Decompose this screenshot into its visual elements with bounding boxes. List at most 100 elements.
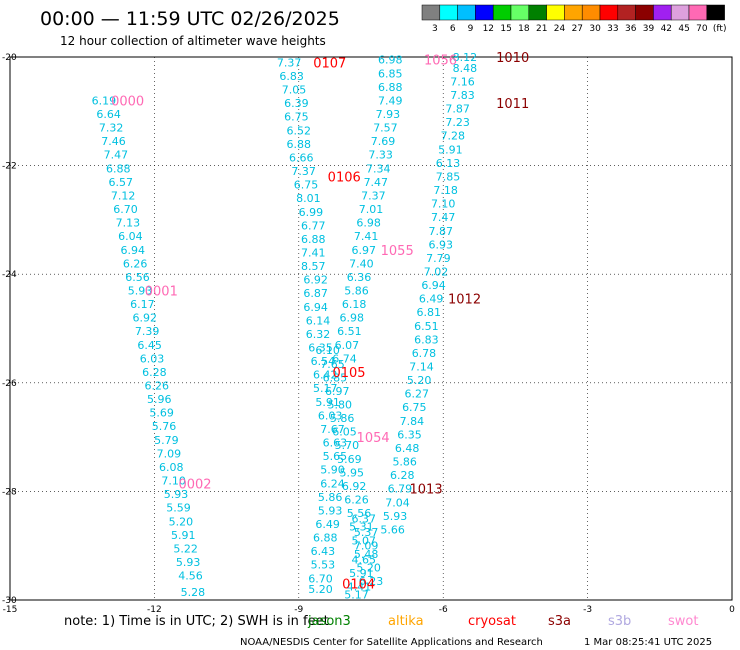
time-label: 1056 [424,54,457,69]
wave-height-tracks: 6.196.647.327.467.476.886.577.126.707.13… [92,51,477,602]
swh-value-label: 6.88 [313,532,338,545]
time-label: 0000 [111,94,144,109]
colorbar-swatch [492,4,512,21]
satellite-legend-swot: swot [668,614,698,629]
swh-value-label: 7.18 [433,184,458,197]
swh-value-label: 5.07 [352,534,377,547]
colorbar-legend: 3 6 9 12 15 18 21 24 27 30 33 36 39 42 45 70 (ft) [421,4,726,34]
swh-value-label: 6.99 [299,206,324,219]
swh-value-label: 7.04 [385,496,410,509]
colorbar-swatch [581,4,601,21]
swh-value-label: 7.37 [277,56,302,69]
swh-value-label: 7.83 [450,89,475,102]
satellite-legend-cryosat: cryosat [468,614,516,629]
swh-value-label: 6.24 [320,477,345,490]
swh-value-label: 7.39 [135,325,160,338]
time-label: 0104 [342,578,375,593]
satellite-legend: jason3 altika cryosat s3a s3b swot [307,614,698,629]
satellite-legend-altika: altika [388,614,424,629]
swh-value-label: 7.40 [349,257,374,270]
swh-value-label: 5.31 [349,521,374,534]
swh-value-label: 7.10 [431,198,456,211]
swh-value-label: 7.09 [157,447,182,460]
swh-value-label: 6.83 [279,70,304,83]
swh-value-label: 7.28 [441,130,466,143]
y-axis-ticks: -20 -22 -24 -26 -28 -30 [2,53,17,606]
swh-value-label: 7.37 [361,189,386,202]
swh-value-label: 6.79 [388,483,413,496]
colorbar-label: 15 [500,24,511,34]
colorbar-swatch [706,4,725,21]
swh-value-label: 5.93 [383,510,408,523]
swh-value-label: 6.45 [137,339,162,352]
timestamp-text: 1 Mar 08:25:41 UTC 2025 [584,637,712,648]
time-label: 1054 [357,431,390,446]
swh-value-label: 5.17 [313,382,338,395]
colorbar-label: 30 [589,24,601,34]
swh-value-label: 5.66 [380,523,405,536]
swh-value-label: 5.86 [318,491,343,504]
time-label: 0001 [145,284,178,299]
swh-value-label: 6.97 [352,244,377,257]
track-0107-0104: 7.376.837.056.396.756.526.886.667.376.75… [277,56,347,596]
swh-value-label: 6.92 [303,274,328,287]
chart-title: 00:00 — 11:59 UTC 02/26/2025 [40,8,340,30]
y-tick-label: -28 [2,487,17,497]
colorbar-swatch [475,4,494,21]
y-tick-label: -20 [2,53,17,63]
swh-value-label: 5.93 [128,284,153,297]
swh-value-label: 7.47 [431,211,456,224]
gridlines [10,57,732,600]
swh-value-label: 5.86 [392,456,417,469]
swh-value-label: 8.57 [301,260,326,273]
swh-value-label: 7.33 [368,149,393,162]
time-label: 1010 [496,51,529,66]
swh-value-label: 5.69 [149,407,174,420]
colorbar-label: 18 [518,24,530,34]
swh-value-label: 6.35 [308,342,333,355]
swh-value-label: 5.20 [356,561,381,574]
swh-value-label: 6.49 [419,293,444,306]
track-1056-1054: 6.986.856.887.497.937.577.697.337.347.47… [332,54,402,602]
swh-value-label: 6.42 [313,369,338,382]
swh-value-label: 6.43 [311,545,336,558]
swh-value-label: 7.13 [116,217,141,230]
swh-value-label: 5.93 [164,488,189,501]
swh-value-label: 7.37 [291,165,316,178]
swh-value-label: 6.05 [332,426,357,439]
x-axis-ticks: -15 -12 -9 -6 -3 0 [3,605,735,615]
colorbar-swatch [635,4,654,21]
swh-value-label: 6.57 [108,176,133,189]
swh-value-label: 6.10 [315,344,340,357]
swh-value-label: 6.63 [323,437,348,450]
swh-value-label: 7.47 [104,149,129,162]
colorbar-swatch [688,4,708,21]
swh-value-label: 5.86 [344,284,369,297]
swh-value-label: 4.65 [352,553,377,566]
swh-value-label: 6.27 [404,388,429,401]
swh-value-label: 6.70 [308,572,333,585]
swh-value-label: 6.94 [303,301,328,314]
swh-value-label: 6.66 [289,151,314,164]
swh-value-label: 5.90 [320,464,345,477]
colorbar-label: 12 [483,24,494,34]
colorbar-label: 24 [554,24,566,34]
swh-value-label: 6.13 [436,157,461,170]
swh-value-label: 7.10 [161,475,186,488]
footer-note: note: 1) Time is in UTC; 2) SWH is in fe… [64,614,329,629]
swh-value-label: 6.81 [417,306,442,319]
swh-value-label: 5.48 [354,548,379,561]
swh-value-label: 7.14 [409,361,434,374]
colorbar-label: 36 [625,24,637,34]
swh-value-label: 6.74 [332,352,357,365]
swh-value-label: 6.98 [378,54,403,67]
swh-value-label: 6.52 [287,124,312,137]
track-1010-1013: 8.128.487.167.837.877.237.285.916.137.85… [380,51,477,536]
colorbar-label: 70 [696,24,708,34]
swh-value-label: 4.56 [178,570,203,583]
swh-value-label: 6.23 [359,575,384,588]
y-tick-label: -30 [2,596,17,606]
swh-value-label: 6.88 [106,162,131,175]
swh-value-label: 6.85 [378,67,403,80]
colorbar-label: 21 [536,24,547,34]
